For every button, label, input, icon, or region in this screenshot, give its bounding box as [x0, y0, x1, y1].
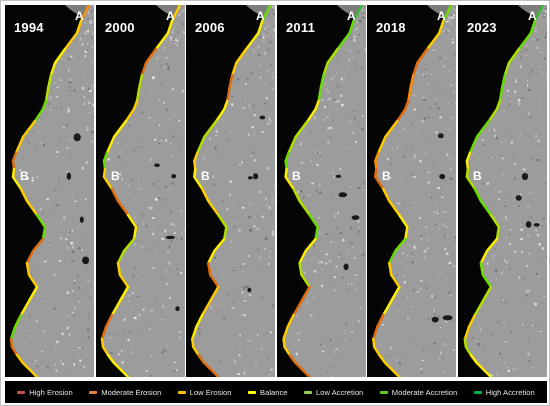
shoreline-change: [100, 5, 182, 377]
land-area: [192, 5, 275, 377]
land-texture: [107, 6, 185, 377]
map-panel-1994: 1994 A B: [5, 5, 94, 377]
land-area: [464, 5, 547, 377]
legend-swatch: [248, 390, 257, 394]
legend-swatch: [379, 390, 388, 394]
satellite-image: [458, 5, 547, 377]
point-a-label: A: [437, 9, 446, 23]
satellite-image: [5, 5, 94, 377]
legend-label: High Erosion: [29, 387, 73, 397]
satellite-image: [186, 5, 275, 377]
shoreline-change: [463, 5, 545, 377]
legend: High Erosion Moderate Erosion Low Erosion B…: [5, 381, 547, 403]
legend-swatch: [473, 390, 482, 394]
land-texture: [17, 5, 94, 373]
legend-item: Low Erosion: [177, 387, 232, 397]
map-panel-2000: 2000 A B: [96, 5, 185, 377]
satellite-image: [277, 5, 366, 377]
map-panel-2011: 2011 A B: [277, 5, 366, 377]
year-label: 2018: [376, 20, 406, 35]
land-area: [283, 5, 366, 377]
year-label: 2006: [195, 20, 225, 35]
legend-item: Moderate Accretion: [379, 387, 458, 397]
legend-label: Moderate Accretion: [391, 387, 458, 397]
point-a-label: A: [166, 9, 175, 23]
legend-item: Low Accretion: [304, 388, 363, 397]
land-texture: [381, 6, 456, 376]
point-a-label: A: [528, 9, 537, 23]
point-a-label: A: [75, 9, 84, 23]
land-texture: [197, 5, 275, 377]
legend-label: Balance: [260, 387, 288, 397]
legend-label: Moderate Erosion: [101, 387, 162, 397]
legend-swatch: [89, 390, 98, 394]
shoreline-change: [282, 5, 363, 377]
satellite-image: [367, 5, 456, 377]
shoreline-change: [372, 5, 453, 377]
point-a-label: A: [256, 9, 265, 23]
legend-swatch: [177, 390, 186, 394]
map-panels: 1994 A B 2000 A B 2006 A B 2011 A B 2018 A B 2023 A B: [5, 5, 547, 377]
map-panel-2006: 2006 A B: [186, 5, 275, 377]
legend-label: Low Erosion: [189, 387, 232, 397]
year-label: 1994: [14, 20, 44, 35]
legend-item: Moderate Erosion: [89, 388, 161, 397]
legend-item: Balance: [248, 388, 287, 397]
shoreline-change: [191, 5, 272, 377]
map-panel-2023: 2023 A B: [458, 5, 547, 377]
point-b-label: B: [473, 169, 482, 183]
point-b-label: B: [111, 169, 120, 183]
point-b-label: B: [201, 169, 210, 183]
shoreline-change: [9, 5, 91, 377]
legend-label: Low Accretion: [316, 387, 364, 397]
land-texture: [291, 5, 366, 377]
legend-swatch: [304, 390, 312, 394]
year-label: 2000: [105, 20, 135, 35]
year-label: 2023: [467, 20, 497, 35]
map-panel-2018: 2018 A B: [367, 5, 456, 377]
legend-item: High Accretion: [473, 387, 535, 397]
land-area: [11, 5, 94, 377]
legend-swatch: [17, 390, 26, 394]
point-a-label: A: [347, 9, 356, 23]
point-b-label: B: [20, 169, 29, 183]
legend-label: High Accretion: [485, 387, 535, 397]
land-area: [373, 5, 456, 377]
point-b-label: B: [292, 169, 301, 183]
land-area: [102, 5, 185, 377]
land-texture: [471, 7, 547, 377]
year-label: 2011: [286, 20, 316, 35]
point-b-label: B: [382, 169, 391, 183]
satellite-image: [96, 5, 185, 377]
legend-item: High Erosion: [17, 387, 73, 397]
